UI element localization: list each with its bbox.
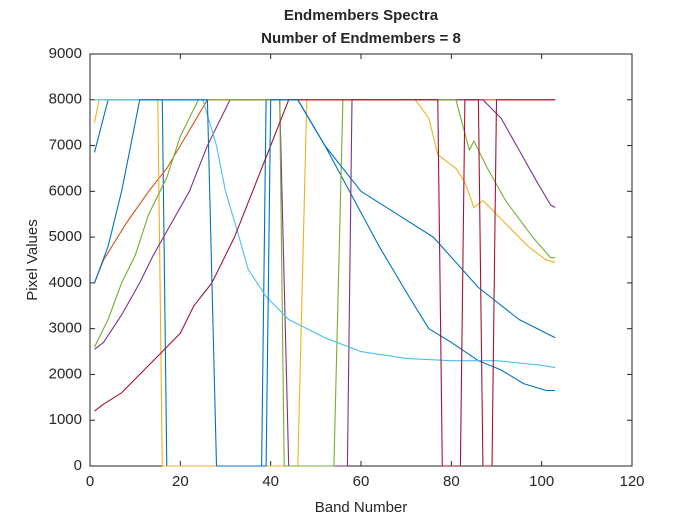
x-tick-label: 80 [443,473,460,490]
y-tick-label: 3000 [49,320,82,337]
y-tick-label: 4000 [49,274,82,291]
plot-area [89,53,633,467]
x-tick-label: 40 [262,473,279,490]
y-tick-label: 9000 [49,45,82,62]
y-axis-label: Pixel Values [24,219,41,300]
x-tick-label: 0 [86,473,94,490]
series-line [94,99,556,467]
x-axis-label: Band Number [315,499,408,516]
y-tick-label: 0 [74,457,82,474]
series-line [93,99,556,467]
series-line [93,99,556,467]
chart-title: Endmembers Spectra [284,7,439,24]
chart-subtitle: Number of Endmembers = 8 [261,30,461,47]
y-tick-label: 1000 [49,411,82,428]
x-tick-label: 60 [353,473,370,490]
y-tick-label: 5000 [49,228,82,245]
y-tick-label: 8000 [49,91,82,108]
x-tick-label: 20 [172,473,189,490]
y-tick-label: 7000 [49,137,82,154]
y-tick-label: 6000 [49,182,82,199]
series-line [93,99,556,284]
x-tick-label: 100 [529,473,554,490]
series-line [93,99,556,467]
x-tick-label: 120 [619,473,644,490]
y-tick-label: 2000 [49,365,82,382]
series-line [94,99,556,467]
